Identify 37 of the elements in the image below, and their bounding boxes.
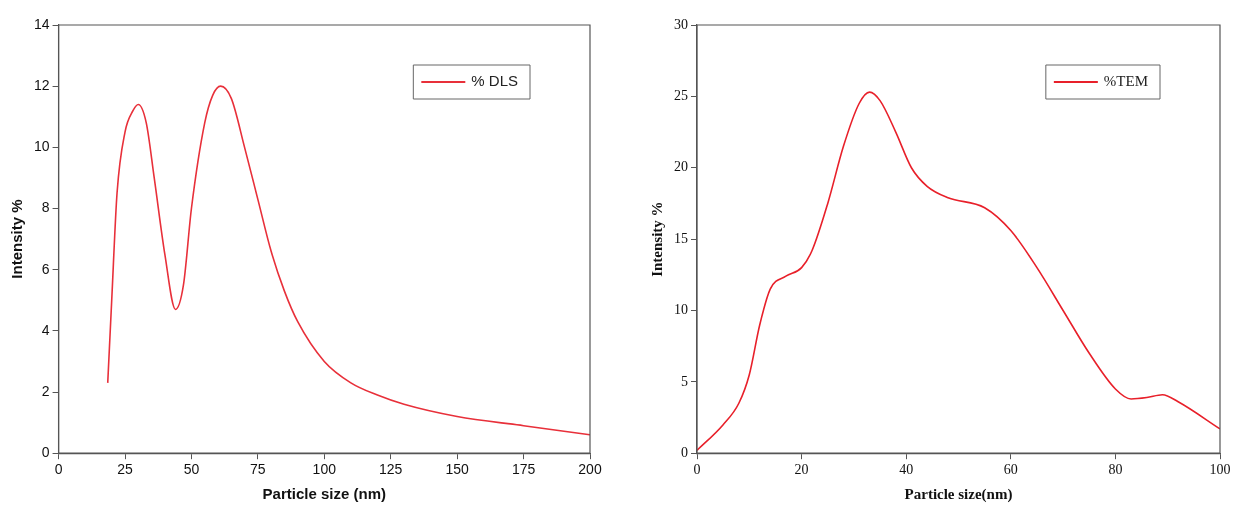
x-tick-label: 0 [54, 461, 63, 478]
legend-label: %TEM [1103, 72, 1149, 89]
y-tick-label: 10 [674, 302, 688, 318]
x-tick-label: 25 [117, 461, 133, 478]
y-tick-label: 6 [41, 260, 50, 277]
y-tick-label: 2 [41, 382, 50, 399]
x-tick-label: 100 [1209, 462, 1231, 478]
x-axis-title: Particle size (nm) [262, 485, 386, 503]
y-axis-title: Intensity % [648, 201, 665, 277]
x-tick-label: 80 [1108, 462, 1123, 478]
y-tick-label: 15 [674, 230, 688, 246]
y-tick-label: 5 [681, 373, 688, 389]
y-tick-label: 10 [33, 138, 50, 155]
x-tick-label: 100 [312, 461, 337, 478]
x-tick-label: 125 [379, 461, 403, 478]
y-tick-label: 20 [674, 159, 688, 175]
y-tick-label: 12 [33, 77, 50, 94]
y-tick-label: 8 [41, 199, 50, 216]
x-tick-label: 150 [445, 461, 470, 478]
x-tick-label: 40 [899, 462, 914, 478]
y-tick-label: 0 [681, 444, 688, 460]
y-tick-label: 14 [33, 15, 50, 32]
y-tick-label: 25 [674, 88, 688, 104]
legend-label: % DLS [471, 72, 518, 90]
x-tick-label: 50 [183, 461, 200, 478]
x-tick-label: 75 [250, 461, 266, 478]
x-tick-label: 200 [578, 461, 602, 478]
x-tick-label: 175 [511, 461, 536, 478]
x-tick-label: 0 [693, 462, 701, 478]
x-tick-label: 60 [1003, 462, 1018, 478]
y-tick-label: 0 [41, 444, 50, 461]
y-axis-title: Intensity % [8, 199, 26, 279]
x-tick-label: 20 [794, 462, 809, 478]
line-series [106, 85, 590, 436]
y-tick-label: 4 [41, 321, 50, 338]
x-axis-title: Particle size(nm) [904, 485, 1013, 503]
y-tick-label: 30 [674, 16, 688, 32]
